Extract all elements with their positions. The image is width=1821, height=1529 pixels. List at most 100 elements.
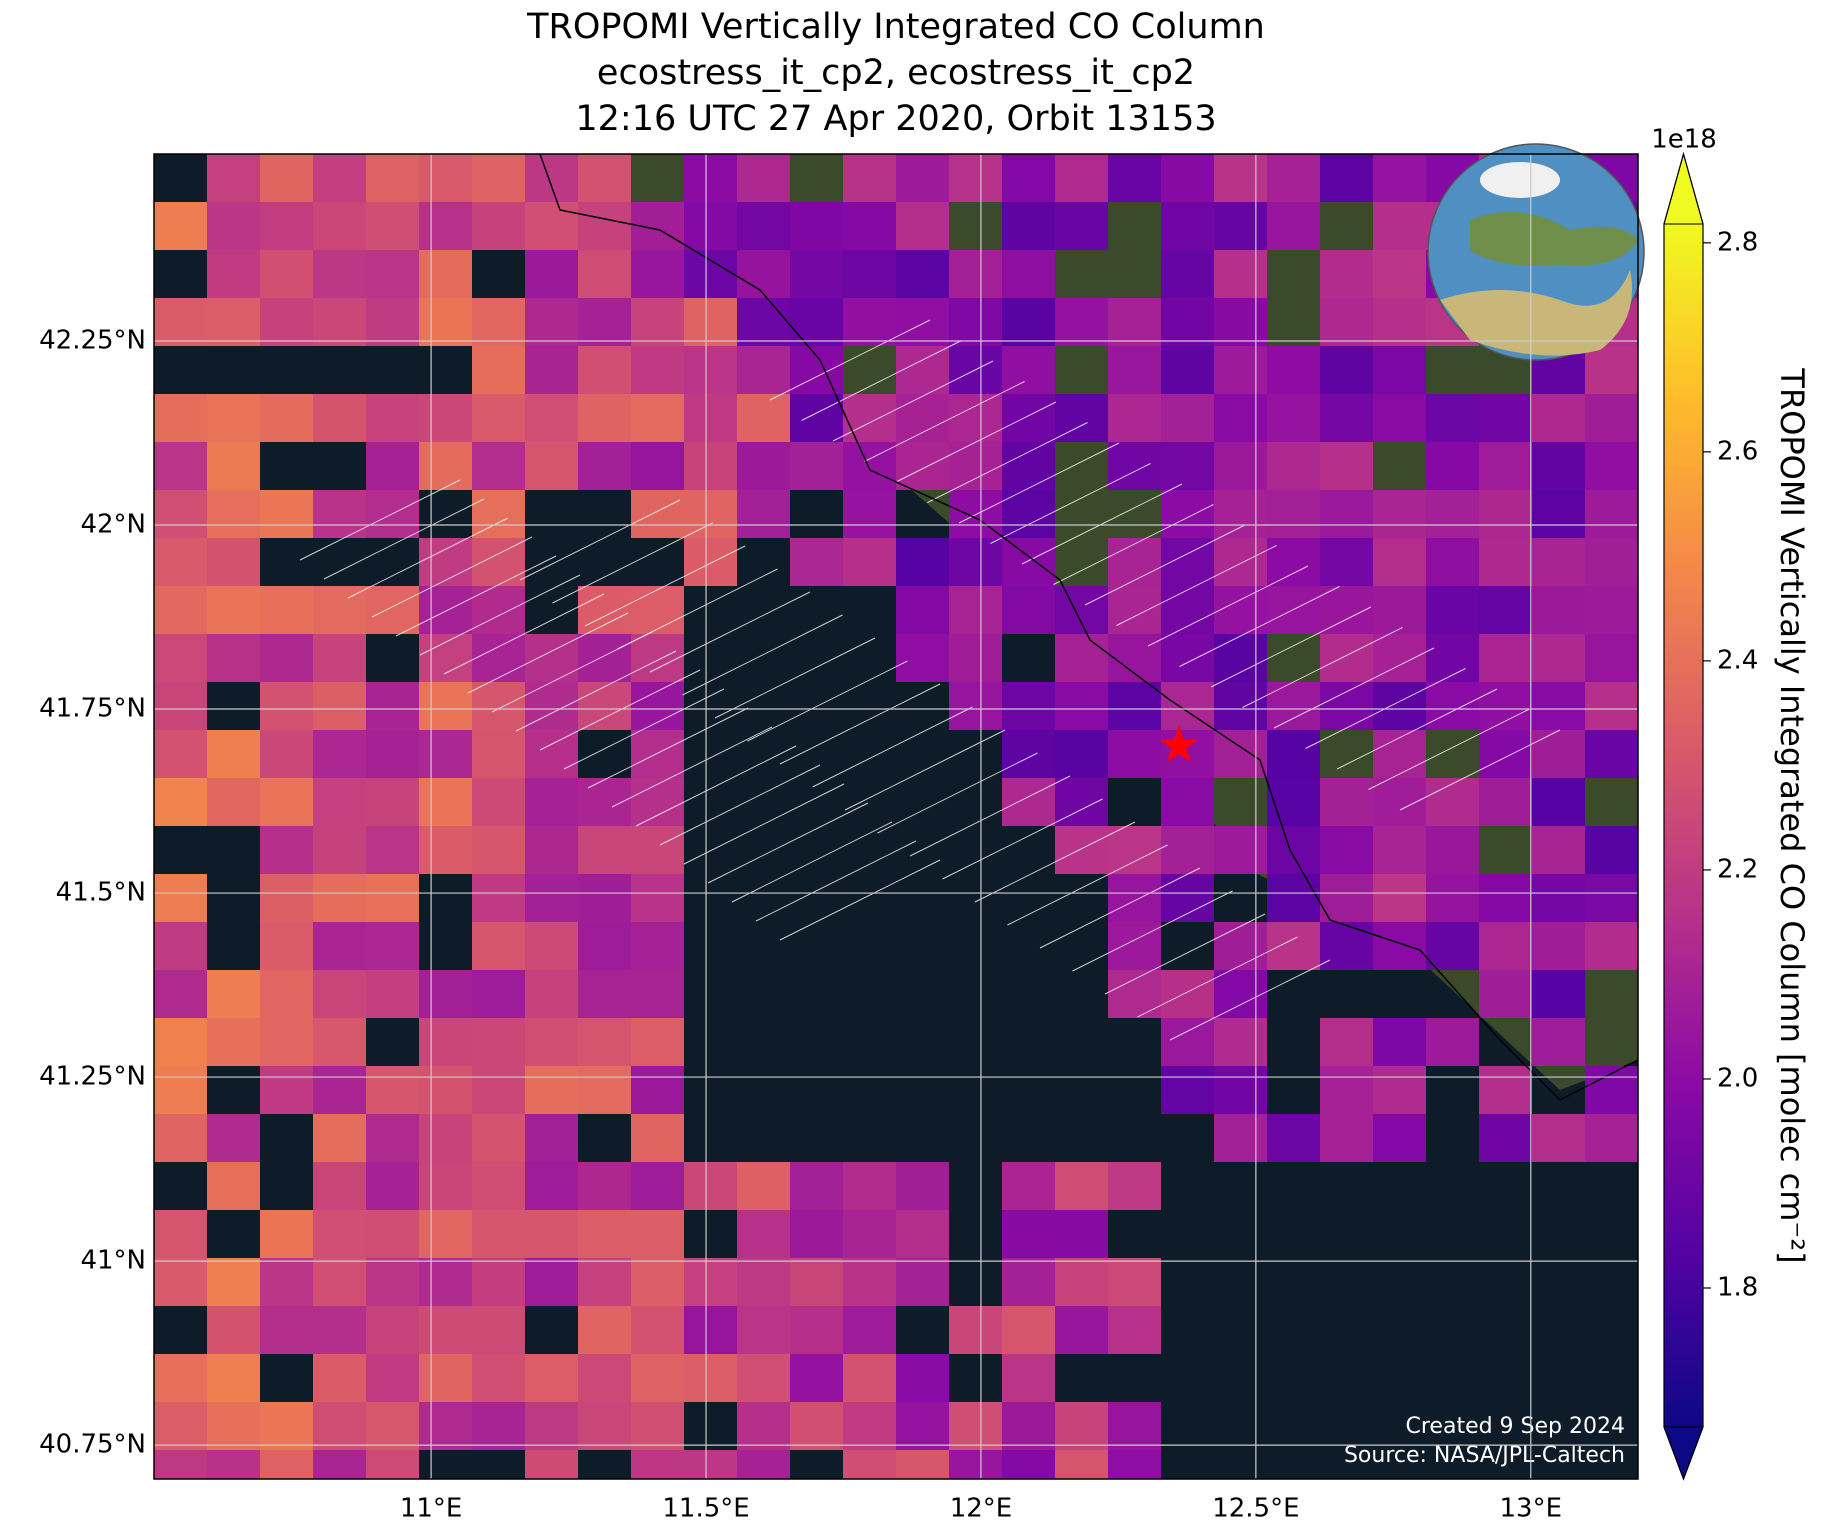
pixel — [843, 298, 896, 346]
pixel — [1320, 922, 1373, 970]
pixel — [1214, 490, 1267, 538]
pixel — [260, 1306, 313, 1354]
pixel — [1161, 250, 1214, 298]
pixel — [1055, 1450, 1108, 1479]
swath-line — [1242, 627, 1403, 708]
pixel — [419, 1066, 472, 1114]
pixel — [1373, 490, 1426, 538]
x-tick-label: 12°E — [950, 1494, 1013, 1524]
pixel — [472, 1018, 525, 1066]
pixel — [1373, 682, 1426, 730]
pixel — [419, 634, 472, 682]
swath-line — [832, 360, 994, 442]
pixel — [631, 1306, 684, 1354]
pixel — [366, 298, 419, 346]
pixel — [313, 634, 366, 682]
pixel — [260, 826, 313, 874]
pixel — [1267, 202, 1320, 250]
swath-line — [877, 752, 1038, 834]
pixel — [843, 1402, 896, 1450]
swath-line — [1039, 867, 1201, 949]
pixel — [896, 1162, 949, 1210]
pixel — [1320, 682, 1373, 730]
pixel — [1108, 730, 1161, 778]
pixel — [313, 1114, 366, 1162]
pixel — [419, 394, 472, 442]
pixel — [419, 1258, 472, 1306]
pixel — [366, 1210, 419, 1258]
pixel — [154, 1210, 207, 1258]
pixel — [896, 1450, 949, 1479]
pixel — [366, 1450, 419, 1479]
pixel — [260, 394, 313, 442]
pixel — [472, 1354, 525, 1402]
pixel — [949, 634, 1002, 682]
pixel — [525, 1018, 578, 1066]
colorbar-tick-label: 2.2 — [1717, 854, 1758, 884]
swath-line — [1147, 565, 1309, 647]
pixel — [1532, 634, 1585, 682]
pixel — [1161, 874, 1214, 922]
pixel — [1267, 490, 1320, 538]
pixel — [631, 826, 684, 874]
pixel — [419, 1306, 472, 1354]
pixel — [366, 826, 419, 874]
pixel — [313, 1018, 366, 1066]
pixel — [896, 1210, 949, 1258]
pixel — [472, 1114, 525, 1162]
pixel — [1055, 1258, 1108, 1306]
pixel — [1320, 538, 1373, 586]
pixel — [896, 1258, 949, 1306]
pixel — [1267, 778, 1320, 826]
pixel — [1055, 1306, 1108, 1354]
pixel — [1532, 442, 1585, 490]
pixel — [1108, 538, 1161, 586]
pixel — [790, 1258, 843, 1306]
colorbar-tick-label: 2.0 — [1717, 1063, 1758, 1093]
colorbar-label: TROPOMI Vertically Integrated CO Column … — [1773, 367, 1811, 1263]
pixel — [737, 1450, 790, 1479]
swath-line — [1399, 729, 1561, 811]
pixel — [1055, 1402, 1108, 1450]
pixel — [737, 1258, 790, 1306]
pixel — [260, 970, 313, 1018]
pixel — [1373, 394, 1426, 442]
pixel — [525, 1210, 578, 1258]
swath-line — [611, 726, 773, 808]
pixel — [1002, 1450, 1055, 1479]
pixel — [366, 1162, 419, 1210]
pixel — [419, 970, 472, 1018]
swath-line — [1116, 545, 1277, 626]
pixel — [1108, 442, 1161, 490]
pixel — [1479, 1114, 1532, 1162]
pixel — [1585, 730, 1638, 778]
pixel — [949, 298, 1002, 346]
pixel — [1108, 154, 1161, 202]
pixel — [1373, 874, 1426, 922]
pixel — [843, 1210, 896, 1258]
pixel — [525, 346, 578, 394]
pixel — [843, 202, 896, 250]
pixel — [207, 1018, 260, 1066]
pixel — [1320, 298, 1373, 346]
pixel — [843, 490, 896, 538]
pixel — [1532, 826, 1585, 874]
pixel — [525, 874, 578, 922]
pixel — [1161, 538, 1214, 586]
pixel — [260, 202, 313, 250]
pixel — [1373, 298, 1426, 346]
swath-line — [958, 442, 1120, 524]
y-tick-label: 41°N — [80, 1246, 146, 1276]
pixel — [1108, 682, 1161, 730]
pixel — [207, 1354, 260, 1402]
pixel — [684, 1162, 737, 1210]
pixel — [313, 1450, 366, 1479]
pixel — [472, 730, 525, 778]
pixel — [1532, 682, 1585, 730]
pixel — [260, 1066, 313, 1114]
pixel — [154, 1402, 207, 1450]
pixel — [949, 442, 1002, 490]
pixel — [525, 778, 578, 826]
pixel — [525, 922, 578, 970]
pixel — [896, 250, 949, 298]
